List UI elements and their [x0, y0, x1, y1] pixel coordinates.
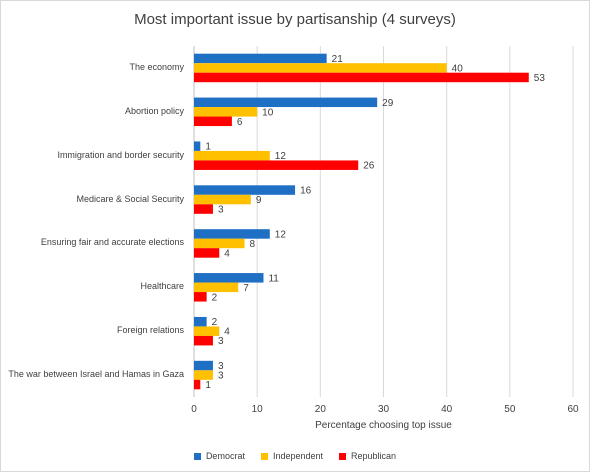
- data-label: 8: [250, 239, 256, 250]
- data-label: 21: [332, 54, 344, 65]
- x-tick-label: 60: [567, 404, 579, 415]
- x-tick-label: 50: [504, 404, 516, 415]
- x-tick-label: 0: [191, 404, 197, 415]
- x-tick-label: 30: [377, 404, 390, 415]
- data-label: 1: [205, 142, 211, 153]
- bar-independent: [194, 107, 258, 117]
- category-label-foreign-relations: Foreign relations: [116, 325, 184, 336]
- data-label: 3: [218, 371, 224, 382]
- category-label-medicare: Medicare & Social Security: [76, 193, 184, 204]
- category-label-economy: The economy: [129, 61, 184, 72]
- data-label: 2: [212, 292, 218, 303]
- bar-republican: [194, 204, 213, 214]
- data-label: 10: [262, 107, 274, 118]
- category-label-immigration: Immigration and border security: [57, 149, 184, 160]
- bar-republican: [194, 248, 220, 258]
- bar-democrat: [194, 141, 201, 151]
- data-label: 53: [534, 73, 546, 84]
- x-axis-title: Percentage choosing top issue: [315, 420, 452, 431]
- bar-democrat: [194, 97, 378, 108]
- legend-item-independent: Independent: [260, 451, 324, 461]
- bar-independent: [194, 238, 245, 249]
- bar-republican: [194, 160, 359, 170]
- bar-independent: [194, 150, 270, 161]
- bar-democrat: [194, 273, 264, 283]
- bar-democrat: [194, 229, 270, 239]
- data-label: 11: [268, 273, 279, 284]
- x-tick-label: 10: [251, 404, 263, 415]
- bar-democrat: [194, 360, 213, 371]
- bar-independent: [194, 194, 251, 205]
- legend-swatch-democrat: [193, 452, 201, 460]
- category-label-elections: Ensuring fair and accurate elections: [40, 237, 184, 248]
- data-label: 3: [218, 205, 224, 216]
- data-label: 1: [205, 380, 211, 391]
- category-label-abortion: Abortion policy: [124, 105, 184, 116]
- bar-independent: [194, 370, 213, 380]
- x-tick-label: 20: [314, 404, 326, 415]
- bar-republican: [194, 379, 201, 390]
- bar-republican: [194, 292, 207, 302]
- chart-title: Most important issue by partisanship (4 …: [134, 11, 456, 28]
- data-label: 12: [275, 229, 287, 240]
- legend: Democrat Independent Republican: [1, 451, 589, 461]
- bar-independent: [194, 63, 447, 73]
- legend-label-democrat: Democrat: [205, 451, 245, 461]
- data-label: 2: [212, 317, 218, 328]
- category-label-israel-hamas: The war between Israel and Hamas in Gaza: [8, 369, 184, 380]
- data-label: 7: [243, 283, 249, 294]
- data-label: 12: [275, 151, 287, 162]
- data-label: 3: [218, 336, 224, 347]
- x-tick-label: 40: [441, 404, 453, 415]
- bar-independent: [194, 282, 239, 293]
- bar-republican: [194, 116, 232, 127]
- data-label: 40: [452, 63, 464, 74]
- data-label: 29: [382, 98, 394, 109]
- category-label-healthcare: Healthcare: [140, 281, 184, 292]
- data-label: 16: [300, 186, 312, 197]
- data-label: 9: [256, 195, 262, 206]
- bar-democrat: [194, 53, 327, 64]
- legend-label-republican: Republican: [351, 451, 397, 461]
- data-label: 3: [218, 361, 224, 372]
- bar-independent: [194, 326, 220, 336]
- bar-republican: [194, 335, 213, 346]
- legend-item-democrat: Democrat: [193, 451, 245, 461]
- legend-swatch-independent: [260, 452, 268, 460]
- legend-label-independent: Independent: [272, 451, 324, 461]
- bar-democrat: [194, 185, 296, 195]
- data-label: 4: [224, 248, 230, 259]
- bar-democrat: [194, 316, 207, 327]
- data-label: 26: [363, 161, 375, 172]
- data-label: 4: [224, 327, 230, 338]
- legend-item-republican: Republican: [339, 451, 396, 461]
- data-label: 6: [237, 117, 243, 128]
- legend-swatch-republican: [339, 452, 347, 460]
- bar-republican: [194, 72, 529, 83]
